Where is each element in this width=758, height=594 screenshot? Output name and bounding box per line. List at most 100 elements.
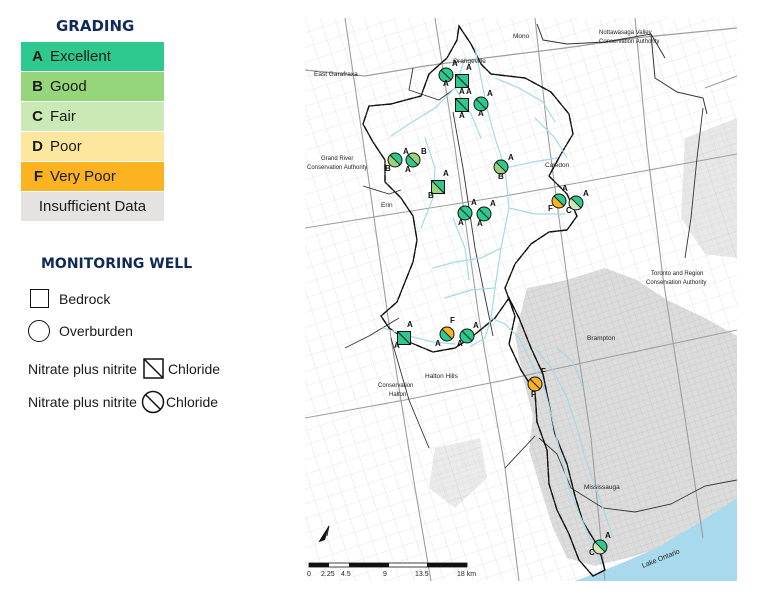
label-mono: Mono — [513, 33, 530, 40]
overburden-well-marker[interactable]: FF — [527, 367, 546, 399]
grade-good: B Good — [21, 72, 164, 101]
nitrate-grade-label: B — [385, 164, 391, 173]
overburden-well-marker[interactable]: AA — [473, 89, 493, 118]
nitrate-grade-label: A — [478, 109, 484, 118]
label-caledon: Caledon — [545, 162, 570, 169]
scale-tick-1: 2.25 — [321, 571, 335, 578]
chloride-grade-label: A — [443, 169, 449, 178]
pair-right-label: Chloride — [165, 394, 219, 410]
nitrate-grade-label: A — [394, 341, 400, 350]
chloride-grade-label: A — [407, 320, 413, 329]
overburden-well-marker[interactable]: BA — [385, 147, 409, 173]
label-halton-hills: Halton Hills — [425, 373, 459, 380]
nitrate-grade-label: A — [459, 111, 465, 120]
pair-right-label: Chloride — [167, 361, 221, 377]
nitrate-grade-label: C — [589, 548, 595, 557]
label-trca-1: Toronto and Region — [651, 271, 703, 277]
chloride-grade-label: A — [487, 89, 493, 98]
pair-left-label: Nitrate plus nitrite — [28, 394, 137, 410]
overburden-well-marker[interactable]: AB — [405, 147, 427, 174]
grade-poor: D Poor — [21, 132, 164, 161]
nitrate-grade-label: A — [477, 219, 483, 228]
watershed-map[interactable]: Mono Nottawasaga Valley Conservation Aut… — [305, 18, 737, 581]
scale-tick-0: 0 — [307, 571, 311, 578]
chloride-grade-label: A — [605, 531, 611, 540]
label-nottawasaga-2: Conservation Authority — [599, 39, 659, 45]
label-brampton: Brampton — [587, 335, 616, 342]
overburden-well-marker[interactable]: FA — [548, 184, 568, 213]
urban-area-georgetown — [429, 438, 487, 508]
north-arrow-icon — [318, 525, 330, 543]
pair-left-label: Nitrate plus nitrite — [28, 361, 137, 377]
chloride-grade-label: F — [450, 316, 455, 325]
grade-letter: B — [32, 78, 43, 95]
overburden-label: Overburden — [59, 323, 133, 339]
scale-tick-5: 18 km — [457, 571, 476, 578]
split-circle-icon — [141, 390, 165, 414]
chloride-grade-label: A — [508, 153, 514, 162]
label-nottawasaga-1: Nottawasaga Valley — [599, 30, 652, 36]
nitrate-grade-label: F — [548, 204, 553, 213]
grade-insufficient-data: Insufficient Data — [21, 192, 164, 221]
overburden-well-marker[interactable]: AA — [438, 59, 458, 88]
bedrock-well-marker[interactable]: BA — [428, 169, 449, 200]
overburden-well-marker[interactable]: AA — [457, 321, 479, 348]
bedrock-label: Bedrock — [59, 290, 111, 307]
map-panel[interactable]: Mono Nottawasaga Valley Conservation Aut… — [305, 18, 737, 581]
chloride-grade-label: A — [562, 184, 568, 193]
scale-tick-2: 4.5 — [341, 571, 351, 578]
overburden-well-marker[interactable]: CA — [589, 531, 611, 557]
nitrate-grade-label: A — [459, 87, 465, 96]
municipal-boundary — [362, 185, 402, 195]
label-grand-river-1: Grand River — [321, 156, 353, 162]
label-grand-river-2: Conservation Authority — [307, 165, 367, 171]
grade-label: Insufficient Data — [38, 198, 147, 215]
grading-title: GRADING — [56, 17, 135, 35]
label-erin: Erin — [381, 202, 393, 209]
label-east-garafraxa: East Garafraxa — [314, 71, 358, 78]
nitrate-grade-label: B — [428, 191, 434, 200]
overburden-key: Overburden — [28, 320, 133, 342]
chloride-grade-label: A — [471, 198, 477, 207]
overburden-well-marker[interactable]: CA — [566, 189, 589, 215]
overburden-well-marker[interactable]: BA — [493, 153, 514, 181]
regional-road — [704, 75, 737, 89]
bedrock-well-marker[interactable]: AA — [455, 63, 473, 96]
label-orangeville: Orangeville — [453, 58, 486, 65]
chloride-grade-label: A — [583, 189, 589, 198]
grade-label: Poor — [50, 138, 82, 155]
overburden-well-marker[interactable]: AA — [457, 198, 477, 227]
split-square-icon — [143, 358, 164, 379]
chloride-grade-label: A — [490, 199, 496, 208]
grade-label: Excellent — [50, 48, 111, 65]
grade-excellent: A Excellent — [21, 42, 164, 71]
regional-road — [305, 153, 737, 229]
pair-key-square: Nitrate plus nitrite Chloride — [28, 358, 220, 380]
regional-road — [305, 329, 737, 419]
nitrate-grade-label: A — [458, 218, 464, 227]
circle-icon — [28, 320, 50, 342]
scale-tick-4: 13.5 — [415, 571, 429, 578]
pair-key-circle: Nitrate plus nitrite Chloride — [28, 390, 218, 414]
overburden-well-marker[interactable]: AF — [435, 316, 455, 348]
nitrate-grade-label: F — [531, 390, 536, 399]
chloride-grade-label: A — [466, 63, 472, 72]
grade-label: Very Poor — [50, 168, 116, 185]
bedrock-well-marker[interactable]: AA — [394, 320, 413, 350]
chloride-grade-label: B — [421, 147, 427, 156]
grade-fair: C Fair — [21, 102, 164, 131]
scale-bar: 0 2.25 4.5 9 13.5 18 km — [307, 562, 476, 578]
chloride-grade-label: A — [452, 59, 458, 68]
square-icon — [30, 289, 49, 308]
bedrock-well-marker[interactable]: AA — [455, 87, 473, 120]
label-trca-2: Conservation Authority — [646, 280, 706, 286]
grade-very-poor: F Very Poor — [21, 162, 164, 191]
overburden-well-marker[interactable]: AA — [476, 199, 496, 228]
municipal-boundary — [684, 107, 704, 259]
nitrate-grade-label: B — [498, 172, 504, 181]
scale-tick-3: 9 — [383, 571, 387, 578]
label-mississauga: Mississauga — [584, 484, 620, 491]
monitoring-well-title: MONITORING WELL — [41, 256, 193, 272]
municipal-boundary — [504, 435, 536, 469]
regional-road — [434, 18, 520, 581]
